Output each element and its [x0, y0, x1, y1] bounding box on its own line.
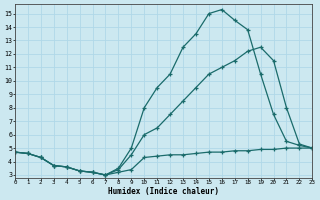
X-axis label: Humidex (Indice chaleur): Humidex (Indice chaleur)	[108, 187, 219, 196]
